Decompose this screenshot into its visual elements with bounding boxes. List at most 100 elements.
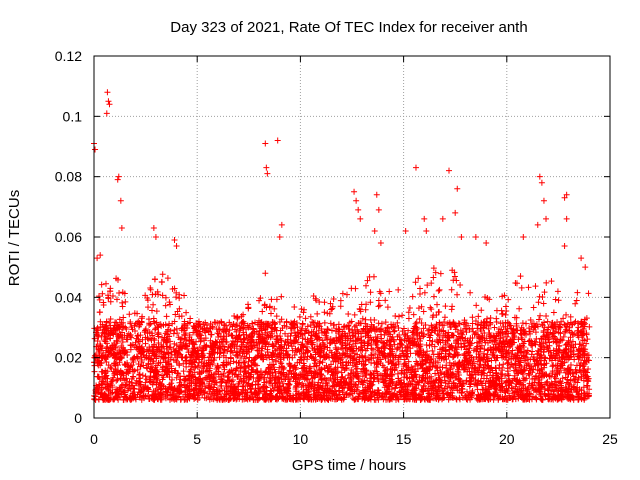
data-point [548, 278, 555, 285]
data-point [337, 303, 344, 310]
data-point [421, 289, 428, 296]
data-point [136, 372, 143, 379]
data-point [167, 327, 174, 334]
data-point [524, 347, 531, 354]
data-point [231, 313, 238, 320]
data-point [529, 348, 536, 355]
data-point [215, 334, 222, 341]
data-point [432, 269, 439, 276]
data-point [177, 376, 184, 383]
data-point [170, 330, 177, 337]
data-point [583, 340, 590, 347]
data-point [163, 313, 170, 320]
data-point [429, 314, 436, 321]
data-point [467, 289, 474, 296]
data-point [428, 306, 435, 313]
data-point [138, 359, 145, 366]
data-point [118, 343, 125, 350]
data-point [114, 338, 121, 345]
data-point [164, 275, 171, 282]
data-point [238, 313, 245, 320]
data-point [481, 330, 488, 337]
data-point [388, 386, 395, 393]
data-point [491, 324, 498, 331]
data-point [399, 312, 406, 319]
data-point [415, 305, 422, 312]
data-point [454, 328, 461, 335]
data-point [484, 315, 491, 322]
data-point [214, 388, 221, 395]
data-point [351, 311, 358, 318]
data-point [572, 300, 579, 307]
data-point [407, 350, 414, 357]
data-point [321, 299, 328, 306]
data-point [330, 295, 337, 302]
data-point [328, 306, 335, 313]
data-point [552, 375, 559, 382]
data-point [299, 341, 306, 348]
data-point [114, 376, 121, 383]
data-point [362, 347, 369, 354]
data-point [567, 334, 574, 341]
data-point [265, 352, 272, 359]
data-point [170, 345, 177, 352]
data-point [504, 387, 511, 394]
data-point [191, 369, 198, 376]
data-point [149, 307, 156, 314]
data-point [417, 291, 424, 298]
data-point [540, 300, 547, 307]
data-point [374, 333, 381, 340]
data-point [196, 371, 203, 378]
data-point [469, 314, 476, 321]
data-point [413, 319, 420, 326]
data-point [409, 293, 416, 300]
data-point [249, 344, 256, 351]
data-point [384, 304, 391, 311]
data-point [382, 327, 389, 334]
data-point [302, 315, 309, 322]
data-point [391, 328, 398, 335]
data-point [207, 393, 214, 400]
data-point [454, 291, 461, 298]
data-point [159, 271, 166, 278]
data-points [91, 89, 593, 403]
data-point [584, 336, 591, 343]
data-point [567, 362, 574, 369]
data-point [537, 312, 544, 319]
data-point [418, 303, 425, 310]
data-point [113, 377, 120, 384]
data-point [367, 299, 374, 306]
data-point [504, 359, 511, 366]
data-point [296, 313, 303, 320]
data-point [91, 368, 98, 375]
data-point [564, 320, 571, 327]
data-point [466, 326, 473, 333]
data-point [291, 304, 298, 311]
data-point [392, 385, 399, 392]
data-point [499, 310, 506, 317]
data-point [332, 344, 339, 351]
data-point [259, 372, 266, 379]
data-point [395, 313, 402, 320]
data-point [362, 316, 369, 323]
data-point [324, 326, 331, 333]
data-point [93, 325, 100, 332]
data-point [273, 313, 280, 320]
data-point [248, 389, 255, 396]
data-point [208, 331, 215, 338]
data-point [517, 273, 524, 280]
data-point [453, 395, 460, 402]
data-point [102, 280, 109, 287]
data-point [493, 319, 500, 326]
data-point [343, 391, 350, 398]
data-point [502, 311, 509, 318]
data-point [328, 327, 335, 334]
data-point [332, 388, 339, 395]
data-point [543, 312, 550, 319]
data-point [178, 313, 185, 320]
data-point [363, 301, 370, 308]
data-point [525, 284, 532, 291]
data-point [150, 315, 157, 322]
data-point [401, 370, 408, 377]
